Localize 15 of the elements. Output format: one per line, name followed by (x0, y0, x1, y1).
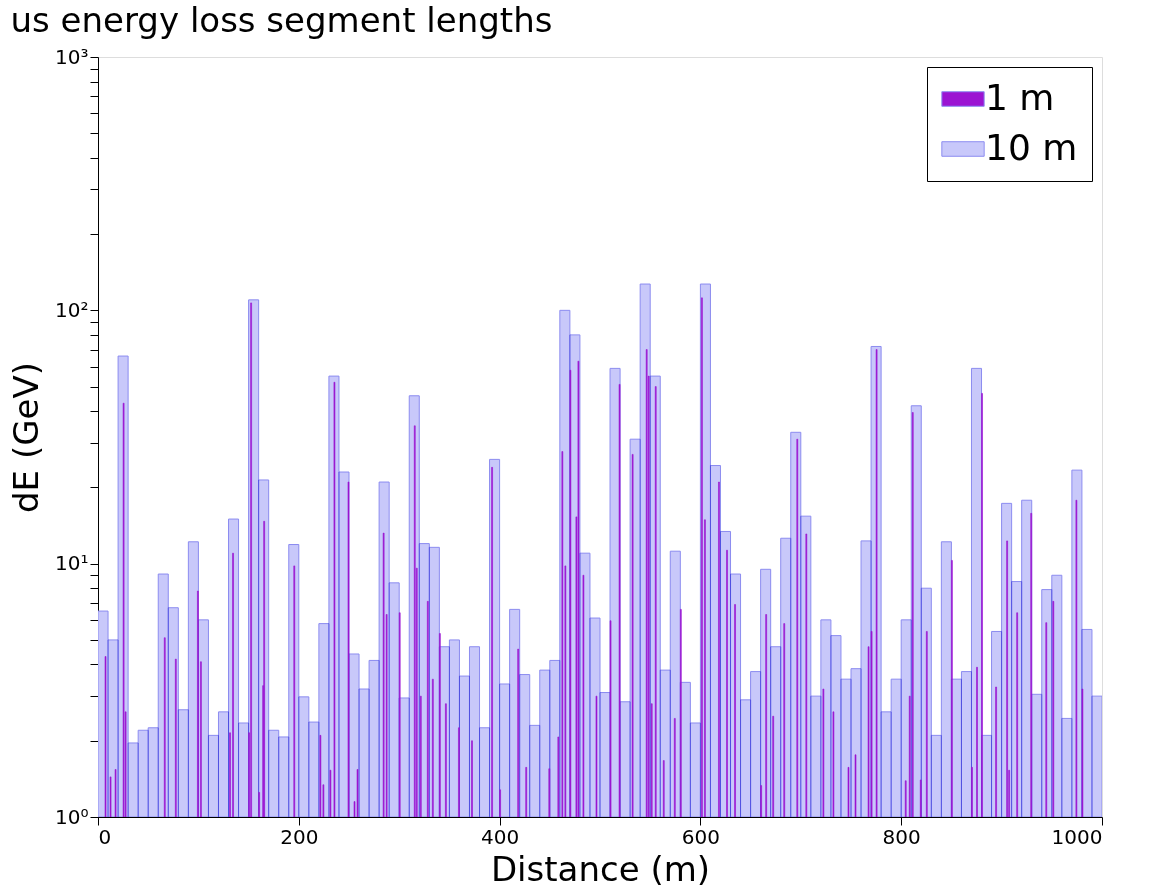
y-tick-label: 10¹ (55, 551, 89, 576)
y-axis-title: dE (GeV) (6, 362, 47, 513)
x-tick-label: 1000 (1051, 824, 1103, 849)
x-tick-label: 800 (882, 824, 921, 849)
x-tick-label: 600 (681, 824, 720, 849)
y-tick-label: 10² (55, 297, 89, 322)
y-tick-label: 10⁰ (55, 804, 89, 829)
legend-label: 10 m (985, 127, 1078, 168)
y-tick-label: 10³ (55, 44, 89, 69)
x-tick-label: 200 (280, 824, 319, 849)
legend-label: 1 m (985, 77, 1055, 118)
x-axis-title: Distance (m) (490, 848, 711, 889)
chart-title: us energy loss segment lengths (10, 0, 553, 40)
x-tick-label: 0 (98, 824, 112, 849)
x-tick-label: 400 (481, 824, 520, 849)
